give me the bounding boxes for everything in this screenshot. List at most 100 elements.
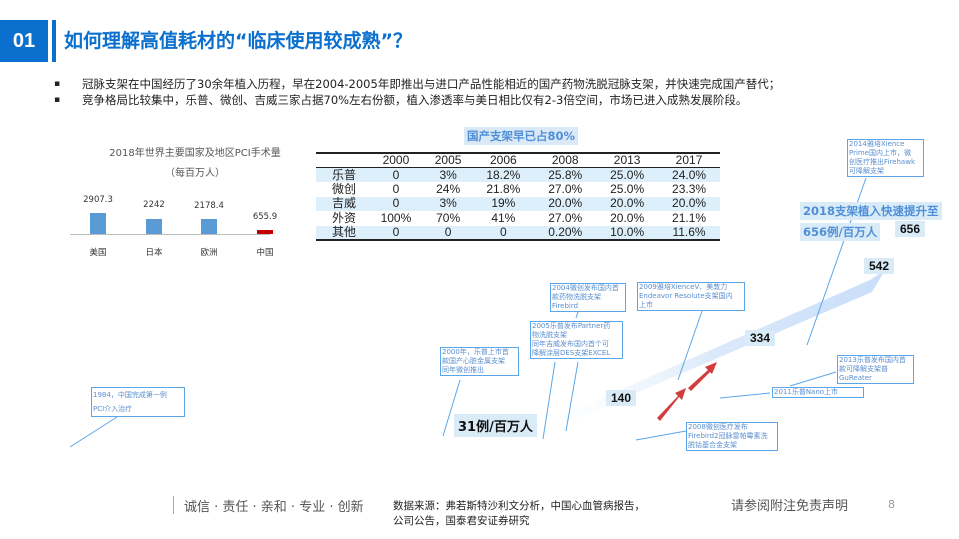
table-cell: 100% (380, 210, 412, 225)
table-cell: 20.0% (658, 196, 720, 211)
timeline-note-2008: 2008微创医疗发布 Firebird2冠脉雷帕霉素洗 脱钴基合金支架 (686, 422, 778, 451)
footer-divider (173, 496, 174, 514)
table-cell: 20.0% (596, 196, 659, 211)
bar-category-label: 美国 (89, 248, 107, 258)
value-label-656: 656 (895, 221, 926, 237)
table-cell: 21.1% (672, 210, 707, 225)
table-title: 国产支架早已占80% (464, 127, 579, 145)
table-cell: 25.0% (610, 181, 645, 196)
bar-category-label: 日本 (145, 248, 163, 258)
bullet-text: 冠脉支架在中国经历了30余年植入历程，早在2004-2005年即推出与进口产品性… (82, 77, 781, 91)
bullet-list: 冠脉支架在中国经历了30余年植入历程，早在2004-2005年即推出与进口产品性… (52, 76, 780, 108)
data-source: 数据来源：弗若斯特沙利文分析，中国心血管病报告， 公司公告，国泰君安证券研究 (393, 500, 645, 527)
bar-value-label: 2242 (143, 200, 165, 210)
pci-chart-title-line2: （每百万人） (165, 168, 225, 179)
table-cell: 70% (436, 210, 461, 225)
timeline-note-2004: 2004微创发布国内首 款药物洗脱支架 Firebird (550, 283, 626, 312)
title-accent-bar (52, 20, 56, 62)
table-cell: 27.0% (548, 210, 583, 225)
bullet-text: 竞争格局比较集中，乐普、微创、吉威三家占据70%左右份额，植入渗透率与美日相比仅… (82, 93, 748, 107)
page-number: 8 (888, 498, 895, 511)
column-header: 2006 (472, 153, 535, 168)
bar-value-label: 655.9 (252, 212, 278, 222)
timeline-note-2014: 2014雅培Xience Prime国内上市，微 创医疗推出Firehawk 可… (847, 139, 924, 177)
table-cell: 0 (423, 225, 473, 240)
table-cell: 21.8% (486, 181, 521, 196)
red-growth-arrow (657, 388, 686, 421)
bullet-item: 冠脉支架在中国经历了30余年植入历程，早在2004-2005年即推出与进口产品性… (52, 76, 780, 92)
pci-chart-title: 2018年世界主要国家及地区PCI手术量 （每百万人） (95, 144, 295, 184)
timeline-note-2009: 2009雅培XienceV、美敦力 Endeavor Resolute支架国内 … (637, 282, 745, 311)
pci-bar-chart: 2907.3 美国 2242 日本 2178.4 欧洲 655.9 中国 (70, 190, 277, 270)
bullet-square-icon (52, 76, 82, 92)
table-cell: 0 (368, 225, 424, 240)
column-header (316, 153, 368, 168)
table-cell: 25.0% (596, 167, 659, 182)
row-header: 乐普 (316, 167, 368, 182)
table-row: 外资 100% 70% 41% 27.0% 20.0% 21.1% (316, 211, 720, 226)
bar-japan (146, 219, 162, 234)
table-cell: 23.3% (672, 181, 707, 196)
disclaimer-text: 请参阅附注免责声明 (731, 499, 849, 514)
table-cell: 20.0% (534, 196, 597, 211)
table-cell: 24% (436, 181, 461, 196)
bar-value-label: 2178.4 (194, 201, 224, 211)
value-label-334: 334 (745, 330, 776, 346)
table-cell: 0 (368, 196, 424, 211)
column-header: 2017 (658, 153, 720, 168)
page-title: 如何理解高值耗材的“临床使用较成熟”？ (64, 30, 412, 52)
timeline-note-2000: 2000年，乐普上市首 款国产心脏金属支架 同年微创推出 (440, 347, 519, 376)
bar-category-label: 中国 (256, 248, 274, 258)
row-header: 外资 (332, 210, 357, 225)
timeline-note-1984: 1984，中国完成第一例 PCI介入治疗 (91, 387, 185, 417)
start-value-label: 31例/百万人 (454, 414, 537, 437)
table-cell: 27.0% (548, 181, 583, 196)
table-row: 吉威 0 3% 19% 20.0% 20.0% 20.0% (316, 196, 720, 211)
table-cell: 24.0% (658, 167, 720, 182)
table-cell: 10.0% (596, 225, 659, 240)
table-cell: 3% (423, 167, 473, 182)
value-label-140: 140 (606, 390, 637, 406)
highlight-label-line2: 656例/百万人 (800, 223, 881, 241)
row-header: 吉威 (316, 196, 368, 211)
table-header-row: 2000 2005 2006 2008 2013 2017 (316, 153, 720, 168)
bullet-item: 竞争格局比较集中，乐普、微创、吉威三家占据70%左右份额，植入渗透率与美日相比仅… (52, 92, 780, 108)
table-cell: 18.2% (472, 167, 535, 182)
table-cell: 3% (423, 196, 473, 211)
pci-chart-title-line1: 2018年世界主要国家及地区PCI手术量 (109, 148, 281, 159)
table-cell: 0 (472, 225, 535, 240)
timeline-note-2005: 2005乐普发布Partner药 物洗脱支架 同年吉威发布国内首个可 降解涂层D… (530, 321, 623, 359)
chart-x-axis (70, 234, 270, 235)
bar-value-label: 2907.3 (83, 195, 113, 205)
red-growth-arrow (688, 362, 717, 391)
table-row: 其他 0 0 0 0.20% 10.0% 11.6% (316, 225, 720, 240)
bar-europe (201, 219, 217, 234)
bar-usa (90, 213, 106, 234)
row-header: 其他 (316, 225, 368, 240)
timeline-note-2013: 2013乐普发布国内首 款可降解支架普 GuReater (837, 355, 914, 384)
table-cell: 11.6% (658, 225, 720, 240)
highlight-label-line1: 2018支架植入快速提升至 (800, 202, 942, 220)
column-header: 2013 (596, 153, 659, 168)
bullet-square-icon (52, 92, 82, 108)
value-label-542: 542 (864, 258, 895, 274)
timeline-note-2011: 2011乐普Nano上市 (772, 387, 864, 398)
table-cell: 0.20% (534, 225, 597, 240)
column-header: 2000 (368, 153, 424, 168)
company-motto: 诚信 · 责任 · 亲和 · 专业 · 创新 (184, 500, 364, 515)
table-row: 乐普 0 3% 18.2% 25.8% 25.0% 24.0% (316, 167, 720, 182)
table-cell: 25.8% (534, 167, 597, 182)
table-cell: 19% (472, 196, 535, 211)
section-number-badge: 01 (0, 20, 48, 62)
table-cell: 0 (392, 181, 400, 196)
table-cell: 20.0% (610, 210, 645, 225)
column-header: 2008 (534, 153, 597, 168)
market-share-table: 2000 2005 2006 2008 2013 2017 乐普 0 3% 18… (316, 152, 720, 241)
table-row: 微创 0 24% 21.8% 27.0% 25.0% 23.3% (316, 182, 720, 197)
table-cell: 41% (491, 210, 516, 225)
bar-category-label: 欧洲 (200, 248, 218, 258)
column-header: 2005 (423, 153, 473, 168)
bar-china (257, 230, 273, 234)
table-cell: 0 (368, 167, 424, 182)
row-header: 微创 (332, 181, 357, 196)
